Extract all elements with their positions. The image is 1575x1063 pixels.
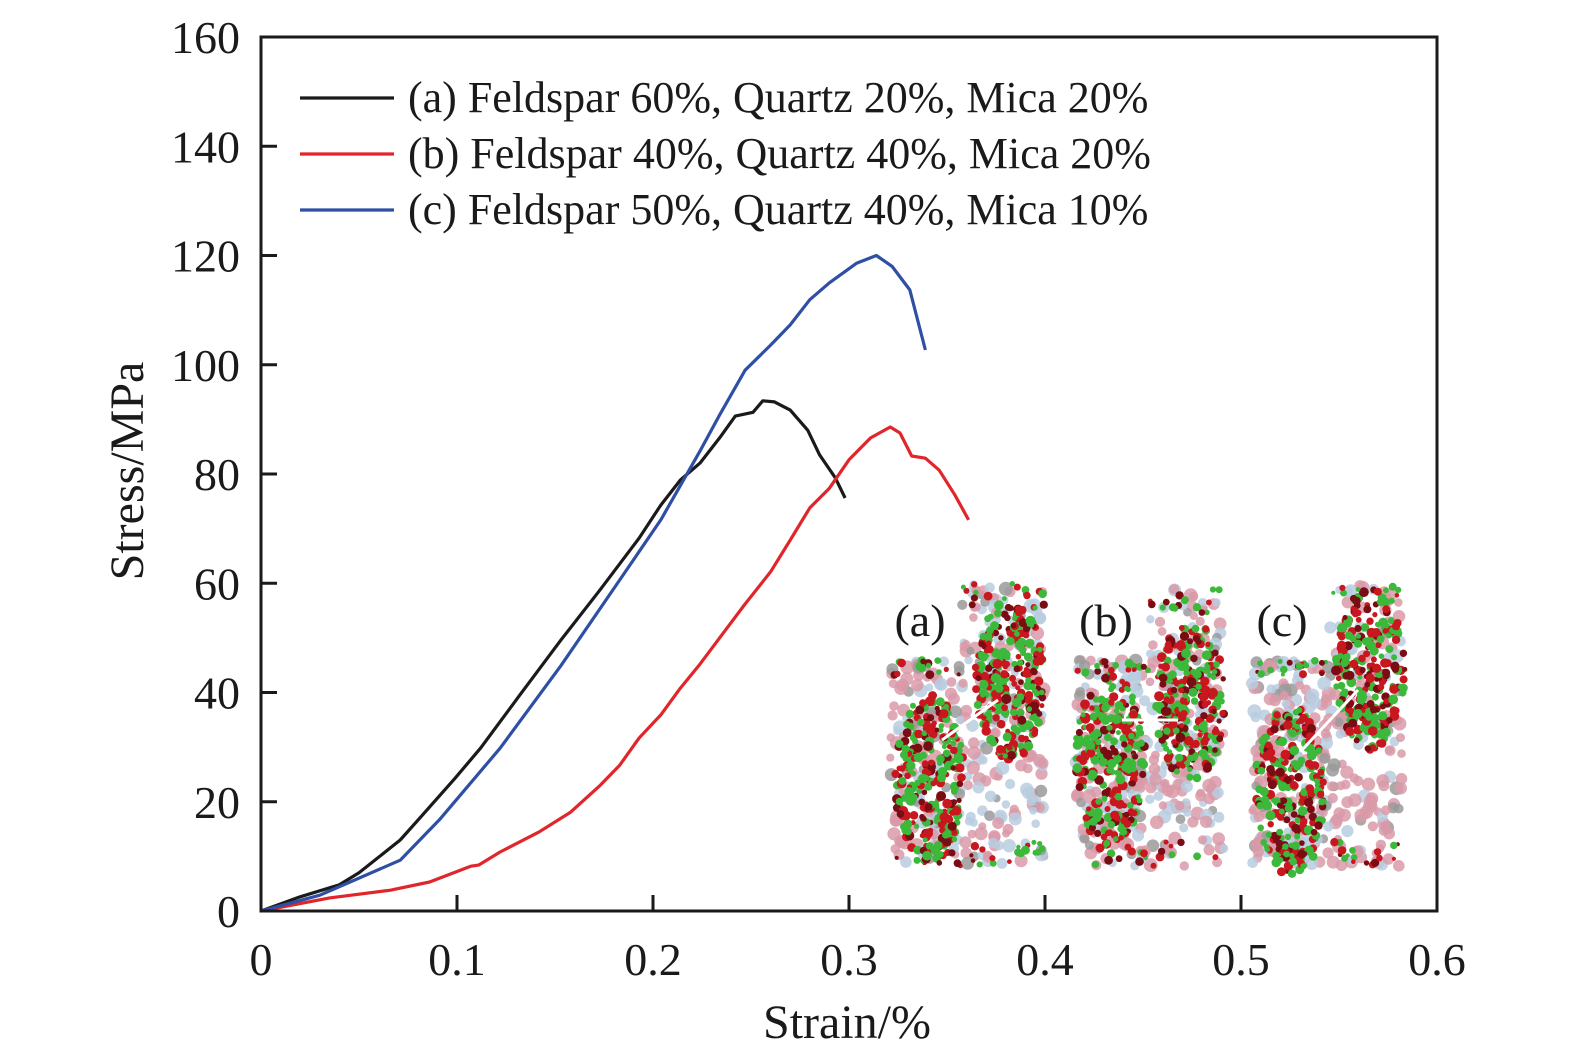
- inset-label: (b): [1079, 595, 1133, 646]
- y-tick-label: 100: [171, 340, 240, 391]
- inset-particle-image: [1069, 583, 1229, 872]
- x-tick-label: 0: [250, 934, 273, 985]
- x-tick-label: 0.5: [1212, 934, 1270, 985]
- x-axis-title: Strain/%: [763, 996, 931, 1049]
- x-tick-label: 0.2: [624, 934, 682, 985]
- y-axis-ticks: 0 20 40 60 80 100 120 140 160: [171, 12, 277, 937]
- inset-label: (a): [894, 595, 945, 646]
- inset-particle-image: [1246, 580, 1408, 878]
- legend-label: (c) Feldspar 50%, Quartz 40%, Mica 10%: [408, 185, 1148, 234]
- legend-label: (a) Feldspar 60%, Quartz 20%, Mica 20%: [408, 73, 1148, 122]
- y-tick-label: 40: [194, 668, 240, 719]
- y-axis-title: Stress/MPa: [101, 362, 154, 581]
- series-layer: [260, 253, 971, 913]
- inset-label: (c): [1256, 595, 1307, 646]
- y-tick-label: 20: [194, 777, 240, 828]
- x-axis-ticks: 0 0.1 0.2 0.3 0.4 0.5 0.6: [250, 895, 1466, 985]
- legend-label: (b) Feldspar 40%, Quartz 40%, Mica 20%: [408, 129, 1151, 178]
- y-tick-label: 160: [171, 12, 240, 63]
- x-tick-label: 0.4: [1016, 934, 1074, 985]
- y-tick-label: 60: [194, 558, 240, 609]
- y-tick-label: 140: [171, 121, 240, 172]
- legend: (a) Feldspar 60%, Quartz 20%, Mica 20% (b…: [300, 73, 1151, 234]
- x-tick-label: 0.6: [1408, 934, 1466, 985]
- x-tick-label: 0.1: [428, 934, 486, 985]
- flaw-line: [941, 698, 999, 742]
- y-tick-label: 80: [194, 449, 240, 500]
- inset-particle-image: [884, 580, 1051, 870]
- inset-images: (a) (b) (c): [884, 580, 1408, 878]
- flaw-line: [1300, 688, 1360, 752]
- y-tick-label: 120: [171, 231, 240, 282]
- series-line-a: [260, 399, 847, 913]
- y-tick-label: 0: [217, 886, 240, 937]
- series-line-c: [260, 253, 927, 913]
- series-line-b: [260, 425, 971, 913]
- x-tick-label: 0.3: [820, 934, 878, 985]
